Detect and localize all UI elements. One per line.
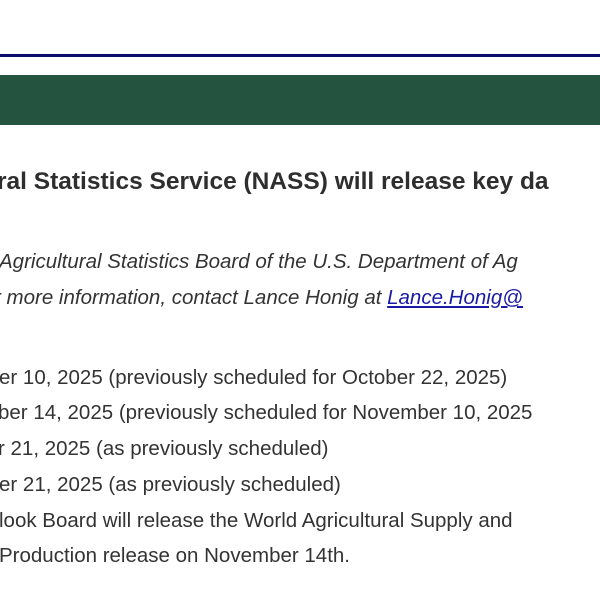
closing-line-1: look Board will release the World Agricu… [0, 509, 513, 532]
headline: ral Statistics Service (NASS) will relea… [0, 168, 549, 195]
schedule-item: ber 14, 2025 (previously scheduled for N… [0, 401, 533, 424]
intro-line-2: r more information, contact Lance Honig … [0, 286, 523, 310]
header-rule [0, 54, 600, 57]
contact-email-link[interactable]: Lance.Honig@ [387, 286, 524, 309]
schedule-item: er 10, 2025 (previously scheduled for Oc… [0, 366, 508, 389]
schedule-item: r 21, 2025 (as previously scheduled) [0, 437, 329, 460]
schedule-item: er 21, 2025 (as previously scheduled) [0, 473, 341, 496]
header-banner [0, 75, 600, 125]
contact-text: r more information, contact Lance Honig … [0, 286, 388, 309]
intro-line-1: Agricultural Statistics Board of the U.S… [0, 250, 518, 273]
closing-line-2: Production release on November 14th. [0, 544, 350, 567]
